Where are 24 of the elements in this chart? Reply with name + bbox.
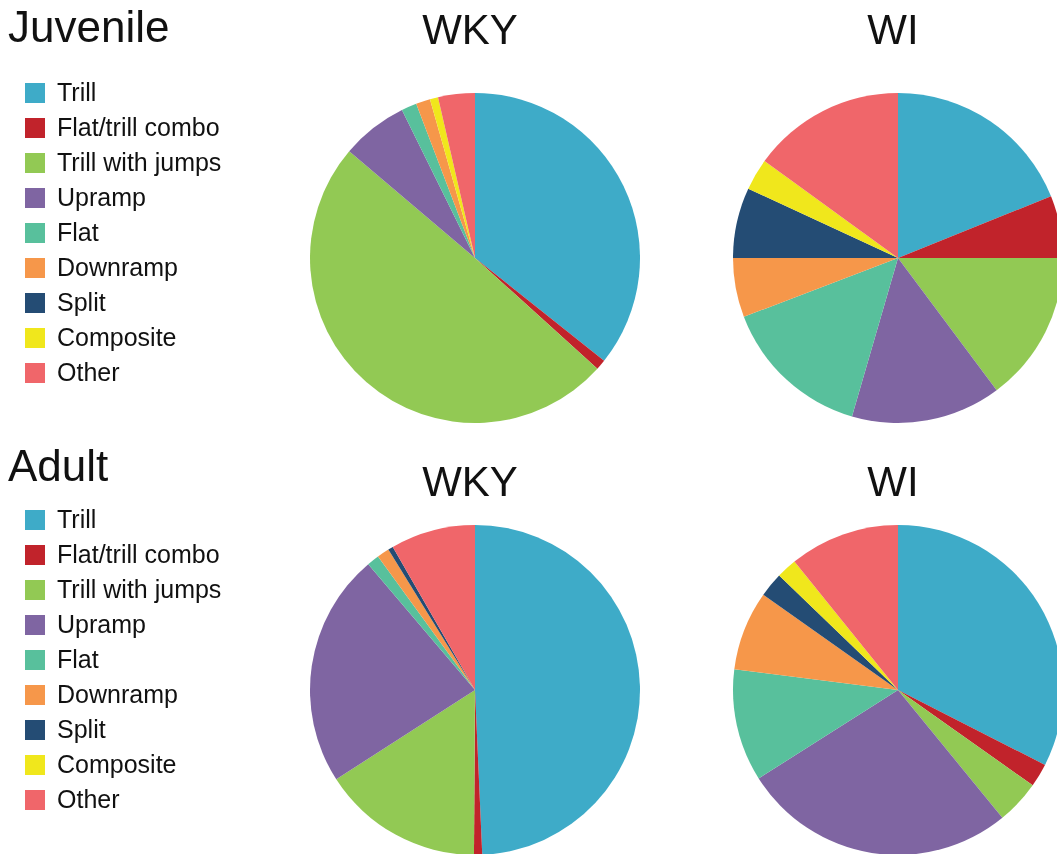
legend-label: Downramp: [57, 252, 178, 283]
legend-label: Trill with jumps: [57, 574, 222, 605]
legend-label: Split: [57, 714, 106, 745]
legend-label: Upramp: [57, 182, 146, 213]
legend-label: Composite: [57, 322, 177, 353]
legend-label: Flat/trill combo: [57, 539, 220, 570]
slice-label: WKY: [421, 457, 519, 507]
chart-title: Juvenile: [8, 1, 170, 53]
legend-label: Other: [57, 784, 120, 815]
slice-label: WI: [866, 5, 920, 55]
chart-title: Adult: [8, 440, 109, 492]
legend-label: Flat: [57, 644, 99, 675]
legend-label: Other: [57, 357, 120, 388]
legend-label: Split: [57, 287, 106, 318]
legend-label: Upramp: [57, 609, 146, 640]
legend-label: Trill: [57, 77, 97, 108]
legend-label: Trill: [57, 504, 97, 535]
slice-label: WKY: [421, 5, 519, 55]
legend-label: Flat/trill combo: [57, 112, 220, 143]
legend-label: Flat: [57, 217, 99, 248]
slice-label: WI: [866, 457, 920, 507]
legend-label: Composite: [57, 749, 177, 780]
legend-label: Trill with jumps: [57, 147, 222, 178]
legend-label: Downramp: [57, 679, 178, 710]
